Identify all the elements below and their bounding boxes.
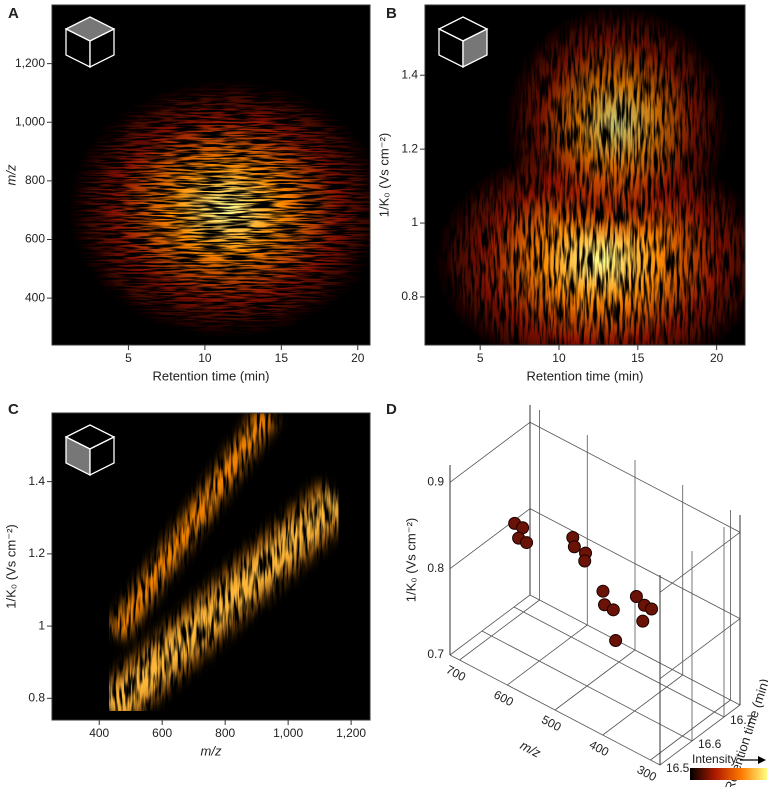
x-tick-label: 400: [587, 737, 612, 759]
x-tick-label: 300: [635, 762, 660, 784]
arrowhead: [758, 756, 766, 764]
x-tick-label: 1,000: [273, 726, 303, 740]
band: [106, 413, 278, 641]
x-tick-label: 5: [477, 351, 484, 365]
x-axis-label: Retention time (min): [152, 368, 269, 383]
z-tick-label: 16.6: [698, 737, 722, 751]
x-tick-label: 15: [275, 351, 289, 365]
y-tick-label: 1: [38, 618, 45, 632]
y-tick-label: 0.8: [28, 691, 45, 705]
cube-icon: [64, 424, 116, 477]
heatmap: [92, 413, 356, 720]
x-tick-label: 20: [710, 351, 724, 365]
heatmap: [67, 79, 370, 339]
grid-line: [554, 649, 636, 711]
grid-line: [459, 599, 540, 661]
y-tick-label: 400: [25, 290, 45, 304]
grid-line: [529, 421, 741, 533]
point: [606, 603, 620, 617]
grid-line: [659, 531, 741, 593]
y-tick-label: 0.8: [427, 561, 444, 575]
y-axis-label: 1/K₀ (Vs cm⁻²): [3, 524, 18, 608]
right: [89, 435, 115, 477]
x-tick-label: 1,200: [336, 726, 366, 740]
y-axis-label: 1/K₀ (Vs cm⁻²): [376, 133, 391, 217]
grid-line: [513, 606, 725, 718]
y-tick-label: 1,200: [15, 56, 45, 70]
point: [567, 540, 581, 554]
panel-label: C: [8, 401, 19, 418]
plot-frame: [51, 412, 371, 721]
z-tick-label: 16.7: [730, 713, 754, 727]
point: [645, 602, 659, 616]
y-tick-label: 1,000: [15, 114, 45, 128]
x-tick-label: 15: [631, 351, 645, 365]
heatmap: [434, 5, 745, 345]
point: [636, 614, 650, 628]
x-tick-label: 500: [539, 712, 564, 734]
x-tick-label: 400: [89, 726, 109, 740]
speckle: [67, 79, 370, 339]
y-tick-label: 1.2: [401, 141, 418, 155]
y-tick-label: 0.7: [427, 647, 444, 661]
grid-line: [481, 630, 693, 742]
y-tick-label: 800: [25, 173, 45, 187]
intensity: [67, 79, 370, 339]
point: [629, 590, 643, 603]
z-tick-label: 16.5: [666, 761, 690, 775]
grid-line: [449, 594, 531, 656]
y-axis-label: 1/K₀ (Vs cm⁻²): [403, 518, 418, 602]
x-tick-label: 10: [552, 351, 566, 365]
panel-label: D: [386, 401, 397, 418]
y-tick-label: 1.4: [28, 474, 45, 488]
y-tick-label: 1: [411, 215, 418, 229]
x-tick-label: 10: [198, 351, 212, 365]
grid-line: [529, 594, 741, 706]
x-tick-label: 600: [152, 726, 172, 740]
grid-line: [529, 508, 741, 619]
y-tick-label: 1.2: [28, 546, 45, 560]
intensity: [505, 5, 729, 243]
point: [609, 634, 623, 648]
x-tick-label: 600: [492, 687, 517, 709]
y-tick-label: 0.9: [427, 474, 444, 488]
x-tick-label: 5: [125, 351, 132, 365]
x-tick-label: 700: [444, 662, 469, 684]
grid-line: [449, 421, 531, 483]
panel-label: B: [386, 5, 397, 22]
colorbar: [690, 768, 767, 780]
grid-line: [659, 618, 741, 679]
x-axis-label: m/z: [518, 738, 544, 761]
grid-line: [659, 704, 741, 766]
colorbar-label: Intensity: [692, 752, 737, 766]
right: [462, 27, 488, 69]
grid-line: [449, 654, 661, 766]
cube-icon: [437, 16, 489, 69]
plot-frame: [51, 4, 371, 346]
cube-icon: [64, 16, 116, 69]
panel-label: A: [8, 5, 19, 22]
point: [578, 554, 592, 568]
band: [92, 480, 356, 720]
bands: [92, 413, 356, 720]
plot-frame: [424, 4, 746, 346]
y-tick-label: 0.8: [401, 289, 418, 303]
grid-line: [602, 674, 683, 736]
grid-line: [507, 624, 588, 686]
speckle: [434, 5, 745, 345]
y-tick-label: 600: [25, 232, 45, 246]
point: [596, 584, 610, 598]
x-tick-label: 20: [351, 351, 365, 365]
right: [89, 27, 115, 69]
x-axis-label: m/z: [201, 743, 222, 758]
x-tick-label: 800: [215, 726, 235, 740]
y-tick-label: 1.4: [401, 67, 418, 81]
grid-line: [650, 699, 731, 761]
point: [520, 536, 534, 550]
speckle: [92, 413, 356, 720]
x-axis-label: Retention time (min): [526, 368, 643, 383]
y-axis-label: m/z: [3, 164, 18, 185]
